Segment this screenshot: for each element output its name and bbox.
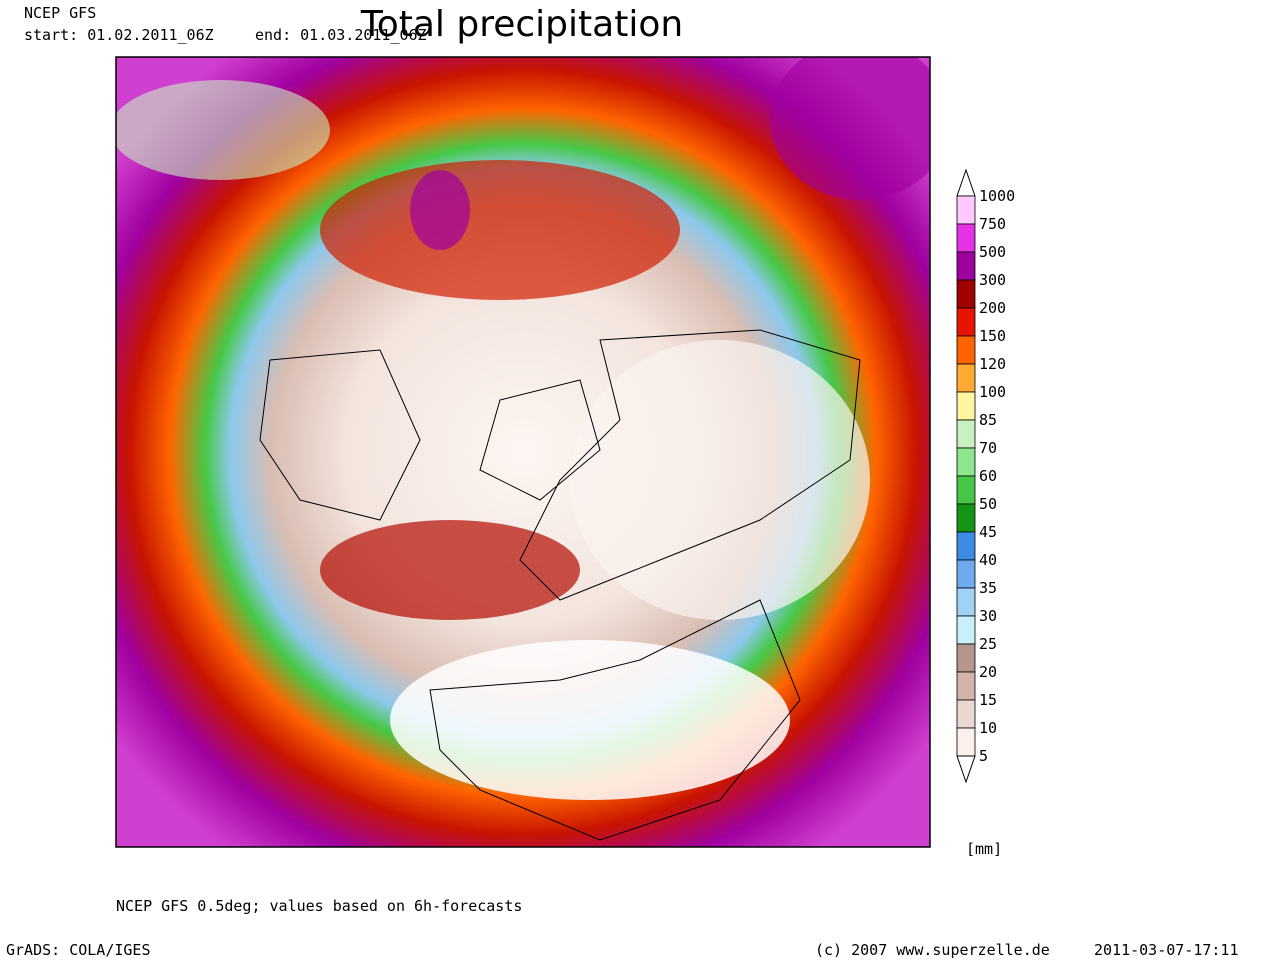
colorbar-cap bbox=[956, 755, 976, 784]
colorbar-box bbox=[956, 615, 976, 645]
colorbar-box bbox=[956, 419, 976, 449]
colorbar-box bbox=[956, 699, 976, 729]
footer-note: NCEP GFS 0.5deg; values based on 6h-fore… bbox=[116, 897, 522, 915]
colorbar-label: 10 bbox=[979, 719, 997, 737]
colorbar-box bbox=[956, 643, 976, 673]
colorbar-label: 30 bbox=[979, 607, 997, 625]
colorbar-box bbox=[956, 195, 976, 225]
dry-region bbox=[390, 640, 790, 800]
colorbar-box bbox=[956, 447, 976, 477]
precip-band bbox=[116, 80, 330, 180]
colorbar-label: 85 bbox=[979, 411, 997, 429]
colorbar-label: 100 bbox=[979, 383, 1006, 401]
timestamp: 2011-03-07-17:11 bbox=[1094, 941, 1239, 959]
colorbar-box bbox=[956, 475, 976, 505]
colorbar-box bbox=[956, 223, 976, 253]
title: Total precipitation bbox=[360, 4, 683, 45]
colorbar-label: 1000 bbox=[979, 187, 1015, 205]
colorbar-label: 500 bbox=[979, 243, 1006, 261]
colorbar-label: 5 bbox=[979, 747, 988, 765]
colorbar-label: 60 bbox=[979, 467, 997, 485]
colorbar-label: 40 bbox=[979, 551, 997, 569]
colorbar-box bbox=[956, 671, 976, 701]
colorbar: 1000 750 500 300 200 150 120 100 85 70 60 50 45 40 35 3… bbox=[956, 168, 1015, 784]
precip-band bbox=[320, 160, 680, 300]
software-label: GrADS: COLA/IGES bbox=[6, 941, 151, 959]
colorbar-label: 45 bbox=[979, 523, 997, 541]
copyright: (c) 2007 www.superzelle.de bbox=[815, 941, 1050, 959]
colorbar-label: 25 bbox=[979, 635, 997, 653]
colorbar-label: 15 bbox=[979, 691, 997, 709]
colorbar-label: 70 bbox=[979, 439, 997, 457]
unit-label: [mm] bbox=[966, 840, 1002, 858]
coastlines bbox=[259, 329, 861, 841]
colorbar-label: 20 bbox=[979, 663, 997, 681]
colorbar-box bbox=[956, 531, 976, 561]
colorbar-box bbox=[956, 727, 976, 757]
end-label: end: 01.03.2011_06Z bbox=[255, 26, 427, 44]
colorbar-box bbox=[956, 279, 976, 309]
colorbar-box bbox=[956, 307, 976, 337]
dry-region bbox=[570, 340, 870, 620]
start-label: start: 01.02.2011_06Z bbox=[24, 26, 214, 44]
precip-band bbox=[770, 57, 930, 200]
colorbar-box bbox=[956, 391, 976, 421]
colorbar-label: 35 bbox=[979, 579, 997, 597]
precip-band bbox=[320, 520, 580, 620]
precip-band bbox=[410, 170, 470, 250]
colorbar-box bbox=[956, 251, 976, 281]
colorbar-label: 50 bbox=[979, 495, 997, 513]
map bbox=[116, 57, 930, 847]
colorbar-box bbox=[956, 335, 976, 365]
colorbar-label: 200 bbox=[979, 299, 1006, 317]
colorbar-box bbox=[956, 363, 976, 393]
colorbar-label: 150 bbox=[979, 327, 1006, 345]
colorbar-label: 750 bbox=[979, 215, 1006, 233]
colorbar-cap bbox=[956, 168, 976, 197]
colorbar-box bbox=[956, 503, 976, 533]
map-frame bbox=[115, 56, 931, 848]
colorbar-box bbox=[956, 559, 976, 589]
model-label: NCEP GFS bbox=[24, 4, 96, 22]
colorbar-label: 120 bbox=[979, 355, 1006, 373]
colorbar-label: 300 bbox=[979, 271, 1006, 289]
colorbar-box bbox=[956, 587, 976, 617]
